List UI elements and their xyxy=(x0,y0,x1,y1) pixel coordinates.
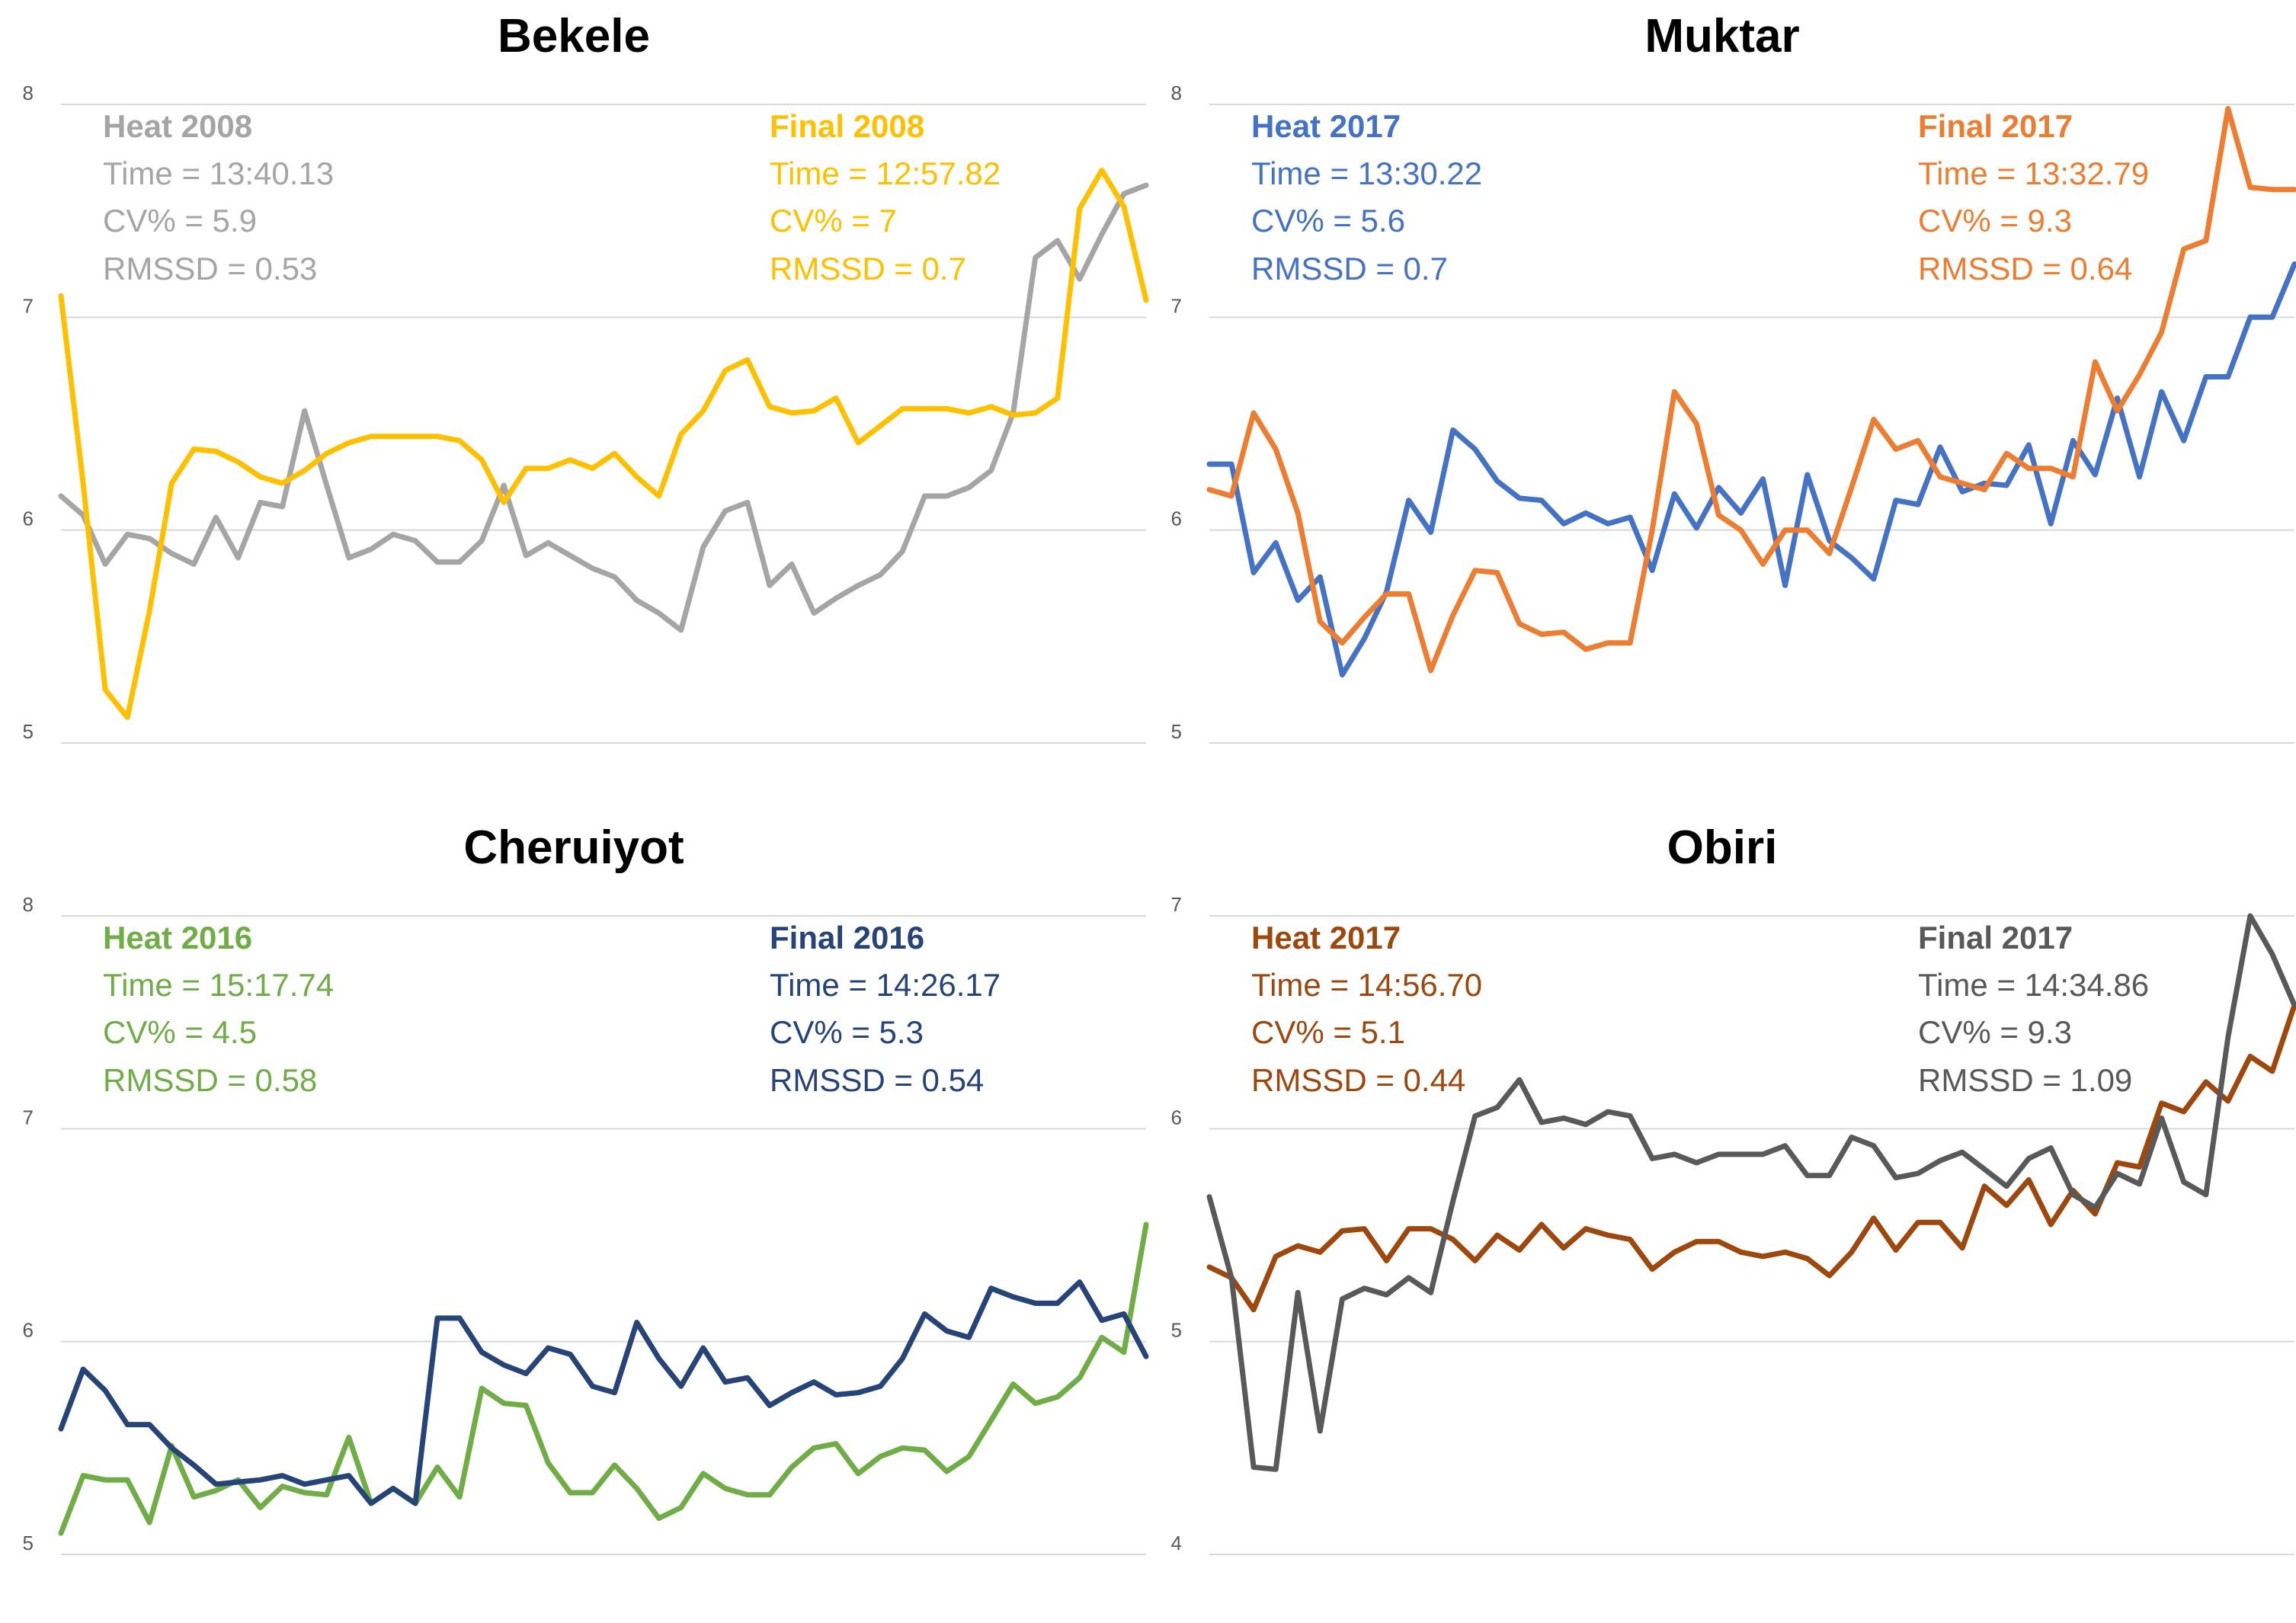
y-tick-label: 7 xyxy=(23,294,34,317)
series-line-heat-2017 xyxy=(1206,1002,2296,1313)
y-tick-label: 5 xyxy=(1171,720,1182,743)
chart-svg: 4 5 6 7 Obiri Heat 2017 Time = 14:56.70 CV% = 5… xyxy=(1171,821,2296,1555)
stat-head-heat-2017: Heat 2017 xyxy=(1251,108,1401,144)
series-line-final-2016 xyxy=(58,1279,1149,1506)
stat-rmssd-final-2008: RMSSD = 0.7 xyxy=(770,251,966,287)
chart-panel-bekele: 5 6 7 8 Bekele Heat 2008 Time = 13:40.13 CV% = … xyxy=(0,0,1149,812)
stat-rmssd-final-2016: RMSSD = 0.54 xyxy=(770,1062,984,1098)
stat-cv-heat-2017: CV% = 5.1 xyxy=(1251,1014,1405,1050)
stat-time-heat-2017: Time = 14:56.70 xyxy=(1251,967,1482,1003)
y-tick-label: 7 xyxy=(1171,294,1182,317)
chart-title: Muktar xyxy=(1644,10,1799,62)
chart-panel-obiri: 4 5 6 7 Obiri Heat 2017 Time = 14:56.70 CV% = 5… xyxy=(1148,812,2296,1623)
y-tick-label: 5 xyxy=(1171,1319,1182,1342)
series-line-heat-2017 xyxy=(1206,261,2296,678)
chart-title: Bekele xyxy=(498,10,650,62)
stat-rmssd-heat-2008: RMSSD = 0.53 xyxy=(103,251,317,287)
y-tick-label: 5 xyxy=(23,1532,34,1554)
stat-cv-final-2017: CV% = 9.3 xyxy=(1918,1014,2072,1050)
stat-rmssd-heat-2017: RMSSD = 0.44 xyxy=(1251,1062,1465,1098)
y-tick-label: 8 xyxy=(23,893,34,916)
stat-time-heat-2016: Time = 15:17.74 xyxy=(103,967,334,1003)
chart-title: Obiri xyxy=(1667,821,1778,874)
y-tick-label: 8 xyxy=(23,82,34,104)
y-tick-label: 8 xyxy=(1171,82,1182,104)
stat-cv-final-2017: CV% = 9.3 xyxy=(1918,203,2072,238)
chart-svg: 5 6 7 8 Muktar Heat 2017 Time = 13:30.22 CV% = … xyxy=(1171,10,2296,744)
series-line-final-2008 xyxy=(58,168,1149,720)
series-line-final-2017 xyxy=(1206,106,2296,674)
series-line-final-2017 xyxy=(1206,913,2296,1472)
chart-title: Cheruiyot xyxy=(463,821,684,874)
y-tick-label: 7 xyxy=(1171,893,1182,916)
stat-time-final-2008: Time = 12:57.82 xyxy=(770,155,1001,191)
stat-rmssd-final-2017: RMSSD = 0.64 xyxy=(1918,251,2132,287)
stat-cv-heat-2008: CV% = 5.9 xyxy=(103,203,257,238)
y-tick-label: 6 xyxy=(23,507,34,530)
chart-svg: 5 6 7 8 Cheruiyot Heat 2016 Time = 15:17.74 CV%… xyxy=(23,821,1149,1555)
stat-head-heat-2008: Heat 2008 xyxy=(103,108,252,144)
stat-cv-heat-2016: CV% = 4.5 xyxy=(103,1014,257,1050)
stat-time-final-2016: Time = 14:26.17 xyxy=(770,967,1001,1003)
stat-rmssd-heat-2017: RMSSD = 0.7 xyxy=(1251,251,1448,287)
y-tick-label: 6 xyxy=(1171,507,1182,530)
stat-rmssd-heat-2016: RMSSD = 0.58 xyxy=(103,1062,317,1098)
stat-time-heat-2008: Time = 13:40.13 xyxy=(103,155,334,191)
stat-head-final-2016: Final 2016 xyxy=(770,920,924,956)
series-line-heat-2008 xyxy=(58,182,1149,633)
y-tick-label: 6 xyxy=(1171,1106,1182,1128)
stat-head-final-2017: Final 2017 xyxy=(1918,920,2073,956)
stat-time-heat-2017: Time = 13:30.22 xyxy=(1251,155,1482,191)
stat-cv-final-2008: CV% = 7 xyxy=(770,203,897,238)
stat-cv-final-2016: CV% = 5.3 xyxy=(770,1014,924,1050)
stat-head-final-2017: Final 2017 xyxy=(1918,108,2073,144)
chart-panel-muktar: 5 6 7 8 Muktar Heat 2017 Time = 13:30.22 CV% = … xyxy=(1148,0,2296,812)
stat-head-heat-2017: Heat 2017 xyxy=(1251,920,1401,956)
y-tick-label: 6 xyxy=(23,1319,34,1342)
y-tick-label: 4 xyxy=(1171,1532,1182,1554)
chart-svg: 5 6 7 8 Bekele Heat 2008 Time = 13:40.13 CV% = … xyxy=(23,10,1149,744)
y-tick-label: 7 xyxy=(23,1106,34,1128)
stat-rmssd-final-2017: RMSSD = 1.09 xyxy=(1918,1062,2132,1098)
stat-cv-heat-2017: CV% = 5.6 xyxy=(1251,203,1405,238)
series-line-heat-2016 xyxy=(58,1221,1149,1536)
stat-head-heat-2016: Heat 2016 xyxy=(103,920,252,956)
stat-time-final-2017: Time = 14:34.86 xyxy=(1918,967,2149,1003)
stat-time-final-2017: Time = 13:32.79 xyxy=(1918,155,2149,191)
stat-head-final-2008: Final 2008 xyxy=(770,108,924,144)
chart-panel-cheruiyot: 5 6 7 8 Cheruiyot Heat 2016 Time = 15:17.74 CV%… xyxy=(0,812,1149,1623)
y-tick-label: 5 xyxy=(23,720,34,743)
